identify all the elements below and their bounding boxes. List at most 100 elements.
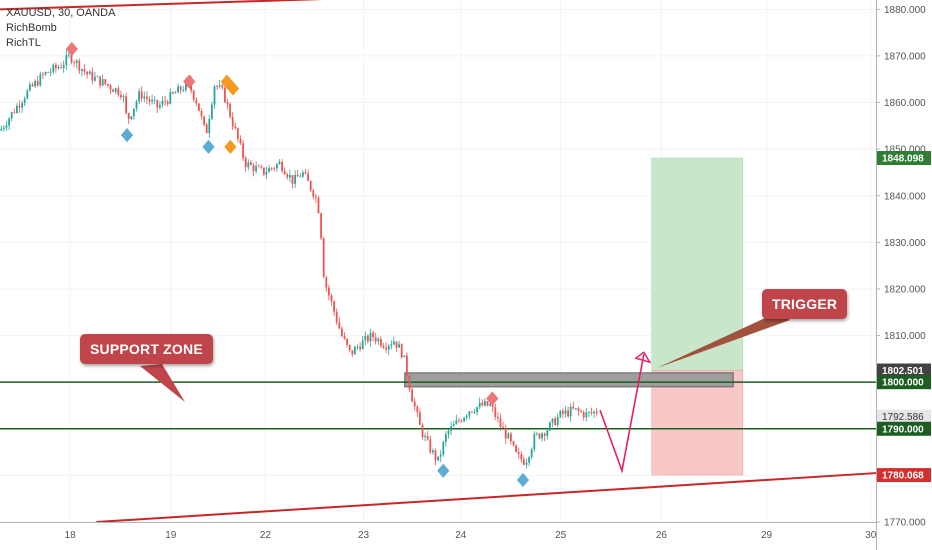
- indicator-richtl-label[interactable]: RichTL: [6, 37, 41, 49]
- candle-body: [172, 92, 174, 94]
- candle-body: [133, 108, 135, 117]
- candle-body: [406, 355, 408, 376]
- signal-orange_sell-marker: [220, 74, 234, 89]
- candle-body: [403, 355, 406, 358]
- candle-body: [564, 410, 567, 414]
- signal-sell-marker: [65, 41, 79, 57]
- candle-body: [468, 411, 471, 416]
- candle-body: [374, 337, 377, 342]
- candle-body: [502, 427, 504, 429]
- candle-body: [42, 74, 44, 76]
- candle-body: [70, 54, 73, 63]
- candle-body: [257, 166, 260, 168]
- candle-body: [312, 190, 315, 197]
- symbol-label[interactable]: XAUUSD, 30, OANDA: [6, 7, 116, 19]
- candle-body: [530, 449, 533, 458]
- price-label-box: [877, 409, 931, 424]
- candle-body: [471, 411, 473, 413]
- candle-body: [242, 143, 244, 158]
- projection-arrowhead: [634, 351, 652, 364]
- candle-body: [247, 162, 250, 168]
- support-zone-callout: SUPPORT ZONE: [80, 334, 213, 364]
- x-tick-label: 18: [65, 530, 77, 541]
- candle-body: [195, 99, 198, 104]
- candle-body: [200, 110, 203, 117]
- candle-body: [390, 344, 393, 346]
- candle-body: [34, 81, 36, 87]
- candle-body: [289, 174, 291, 178]
- candle-body: [205, 124, 208, 134]
- candle-body: [416, 406, 419, 413]
- candle-body: [216, 86, 218, 87]
- candle-body: [481, 402, 484, 406]
- candle-body: [538, 433, 541, 439]
- candle-body: [325, 277, 328, 288]
- y-tick-label: 1830.000: [884, 238, 926, 249]
- candle-body: [372, 332, 374, 338]
- price-label-text: 1802.501: [882, 366, 924, 377]
- signal-sell-marker: [485, 391, 499, 406]
- candle-body: [169, 92, 172, 104]
- projection-path: [599, 354, 645, 474]
- candle-body: [94, 76, 96, 81]
- candle-body: [192, 90, 195, 100]
- candle-body: [322, 238, 325, 278]
- stop-loss-zone: [651, 370, 744, 476]
- candle-body: [21, 103, 23, 108]
- candle-body: [395, 341, 398, 348]
- y-tick-label: 1770.000: [884, 518, 926, 529]
- candle-body: [0, 128, 3, 131]
- candle-body: [237, 128, 239, 139]
- candle-body: [432, 450, 434, 453]
- candle-body: [452, 424, 455, 427]
- candle-body: [185, 81, 187, 91]
- x-tick-label: 25: [555, 530, 567, 541]
- candle-body: [523, 459, 525, 465]
- signal-orange_buy-marker: [224, 139, 237, 155]
- candle-body: [270, 167, 273, 169]
- y-tick-label: 1880.000: [884, 5, 926, 16]
- candle-body: [8, 118, 10, 126]
- candle-body: [166, 101, 169, 104]
- candle-body: [333, 301, 335, 312]
- price-label-box: [877, 151, 931, 166]
- candle-body: [49, 71, 52, 73]
- candle-body: [320, 213, 322, 239]
- y-tick-label: 1850.000: [884, 145, 926, 156]
- signal-orange_sell-marker: [226, 81, 240, 96]
- candle-body: [151, 99, 153, 102]
- candle-body: [525, 462, 528, 465]
- candle-body: [484, 401, 486, 406]
- candle-body: [499, 418, 502, 428]
- candle-body: [528, 457, 530, 463]
- price-label-box: [877, 421, 931, 436]
- price-axis-area: [876, 0, 932, 550]
- candle-body: [458, 420, 460, 422]
- candle-body: [146, 96, 148, 100]
- candle-body: [580, 410, 582, 413]
- candle-body: [341, 328, 343, 337]
- candle-body: [273, 168, 276, 169]
- candle-body: [541, 433, 543, 439]
- candle-body: [224, 87, 226, 103]
- candle-body: [556, 417, 559, 426]
- candle-body: [510, 433, 512, 442]
- candle-body: [543, 433, 546, 436]
- candle-body: [18, 105, 21, 108]
- candle-body: [281, 161, 283, 171]
- candle-body: [244, 157, 247, 168]
- candle-body: [260, 166, 263, 168]
- candle-body: [278, 161, 281, 165]
- candle-body: [413, 401, 416, 407]
- candle-body: [130, 116, 133, 120]
- candle-body: [62, 65, 65, 69]
- candle-body: [231, 116, 234, 127]
- support-zone-callout-pointer: [140, 364, 185, 402]
- candle-body: [411, 389, 413, 402]
- candle-body: [582, 412, 585, 418]
- indicator-richbomb-label[interactable]: RichBomb: [6, 22, 57, 34]
- candle-body: [36, 81, 39, 86]
- candle-body: [252, 164, 255, 172]
- candle-body: [559, 410, 562, 418]
